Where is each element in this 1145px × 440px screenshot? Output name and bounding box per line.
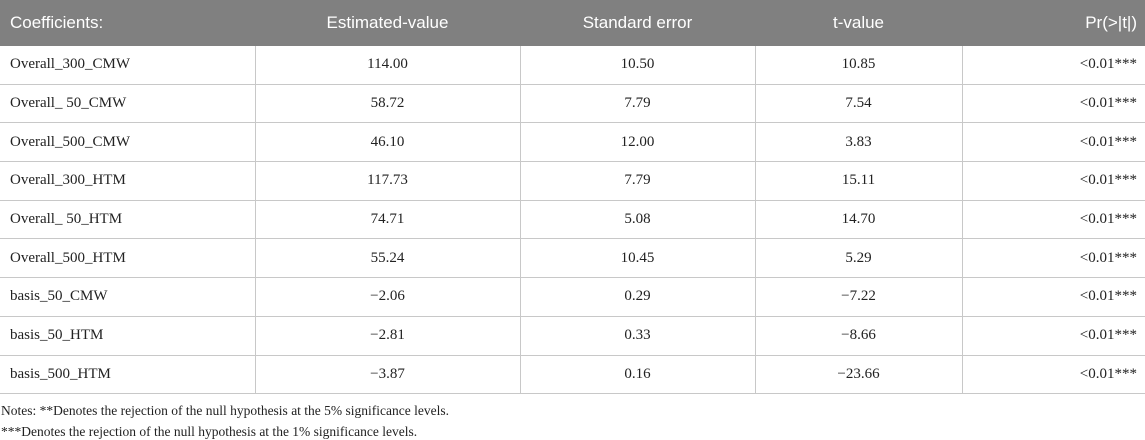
cell: <0.01*** (961, 84, 1145, 124)
cell: 114.00 (254, 46, 520, 85)
table-row: Overall_ 50_CMW 58.72 7.79 7.54 <0.01*** (0, 84, 1145, 124)
table-row: Overall_ 50_HTM 74.71 5.08 14.70 <0.01*** (0, 200, 1145, 240)
cell: 3.83 (754, 122, 962, 163)
row-label: Overall_ 50_CMW (0, 84, 255, 124)
cell: 12.00 (519, 122, 755, 163)
table-row: Overall_500_HTM 55.24 10.45 5.29 <0.01*** (0, 238, 1145, 279)
table-row: basis_500_HTM −3.87 0.16 −23.66 <0.01*** (0, 355, 1145, 395)
cell: −3.87 (254, 355, 520, 395)
cell: −2.06 (254, 277, 520, 317)
cell: −23.66 (754, 355, 962, 395)
cell: −8.66 (754, 316, 962, 356)
cell: <0.01*** (961, 161, 1145, 201)
cell: 5.08 (519, 200, 755, 240)
cell: 74.71 (254, 200, 520, 240)
cell: −7.22 (754, 277, 962, 317)
cell: 55.24 (254, 238, 520, 279)
table-body: Overall_300_CMW 114.00 10.50 10.85 <0.01*** O… (0, 46, 1145, 395)
cell: 117.73 (254, 161, 520, 201)
cell: <0.01*** (961, 200, 1145, 240)
cell: <0.01*** (961, 46, 1145, 85)
cell: 10.50 (519, 46, 755, 85)
row-label: Overall_500_HTM (0, 238, 255, 279)
cell: 46.10 (254, 122, 520, 163)
cell: −2.81 (254, 316, 520, 356)
row-label: Overall_300_CMW (0, 46, 255, 85)
note: ***Denotes the rejection of the null hyp… (1, 424, 418, 440)
cell: 58.72 (254, 84, 520, 124)
row-label: Overall_500_CMW (0, 122, 255, 163)
row-label: Overall_300_HTM (0, 161, 255, 201)
header-row: Coefficients: Estimated-value Standard err… (0, 0, 1145, 46)
row-label: basis_500_HTM (0, 355, 255, 395)
cell: 10.45 (519, 238, 755, 279)
table-row: Overall_300_CMW 114.00 10.50 10.85 <0.01*** (0, 46, 1145, 85)
row-label: basis_50_CMW (0, 277, 255, 317)
cell: 7.54 (754, 84, 962, 124)
cell: <0.01*** (961, 316, 1145, 356)
cell: 7.79 (519, 84, 755, 124)
cell: <0.01*** (961, 355, 1145, 395)
coefficients-table: Coefficients: Estimated-value Standard err… (0, 0, 1145, 395)
cell: 0.33 (519, 316, 755, 356)
header-cell: Coefficients: (0, 0, 255, 46)
cell: <0.01*** (961, 122, 1145, 163)
header-cell: Pr(>|t|) (962, 0, 1145, 46)
header-cell: Standard error (520, 0, 755, 46)
cell: 7.79 (519, 161, 755, 201)
row-label: Overall_ 50_HTM (0, 200, 255, 240)
notes: Notes: **Denotes the rejection of the nu… (0, 394, 1145, 440)
row-label: basis_50_HTM (0, 316, 255, 356)
cell: 15.11 (754, 161, 962, 201)
cell: 10.85 (754, 46, 962, 85)
table-row: Overall_500_CMW 46.10 12.00 3.83 <0.01*** (0, 122, 1145, 163)
cell: 0.29 (519, 277, 755, 317)
table-row: Overall_300_HTM 117.73 7.79 15.11 <0.01*** (0, 161, 1145, 201)
cell: <0.01*** (961, 238, 1145, 279)
cell: <0.01*** (961, 277, 1145, 317)
cell: 0.16 (519, 355, 755, 395)
header-cell: Estimated-value (255, 0, 520, 46)
table-row: basis_50_CMW −2.06 0.29 −7.22 <0.01*** (0, 277, 1145, 317)
cell: 14.70 (754, 200, 962, 240)
cell: 5.29 (754, 238, 962, 279)
table-row: basis_50_HTM −2.81 0.33 −8.66 <0.01*** (0, 316, 1145, 356)
note: Notes: **Denotes the rejection of the nu… (1, 403, 450, 419)
header-cell: t-value (755, 0, 962, 46)
